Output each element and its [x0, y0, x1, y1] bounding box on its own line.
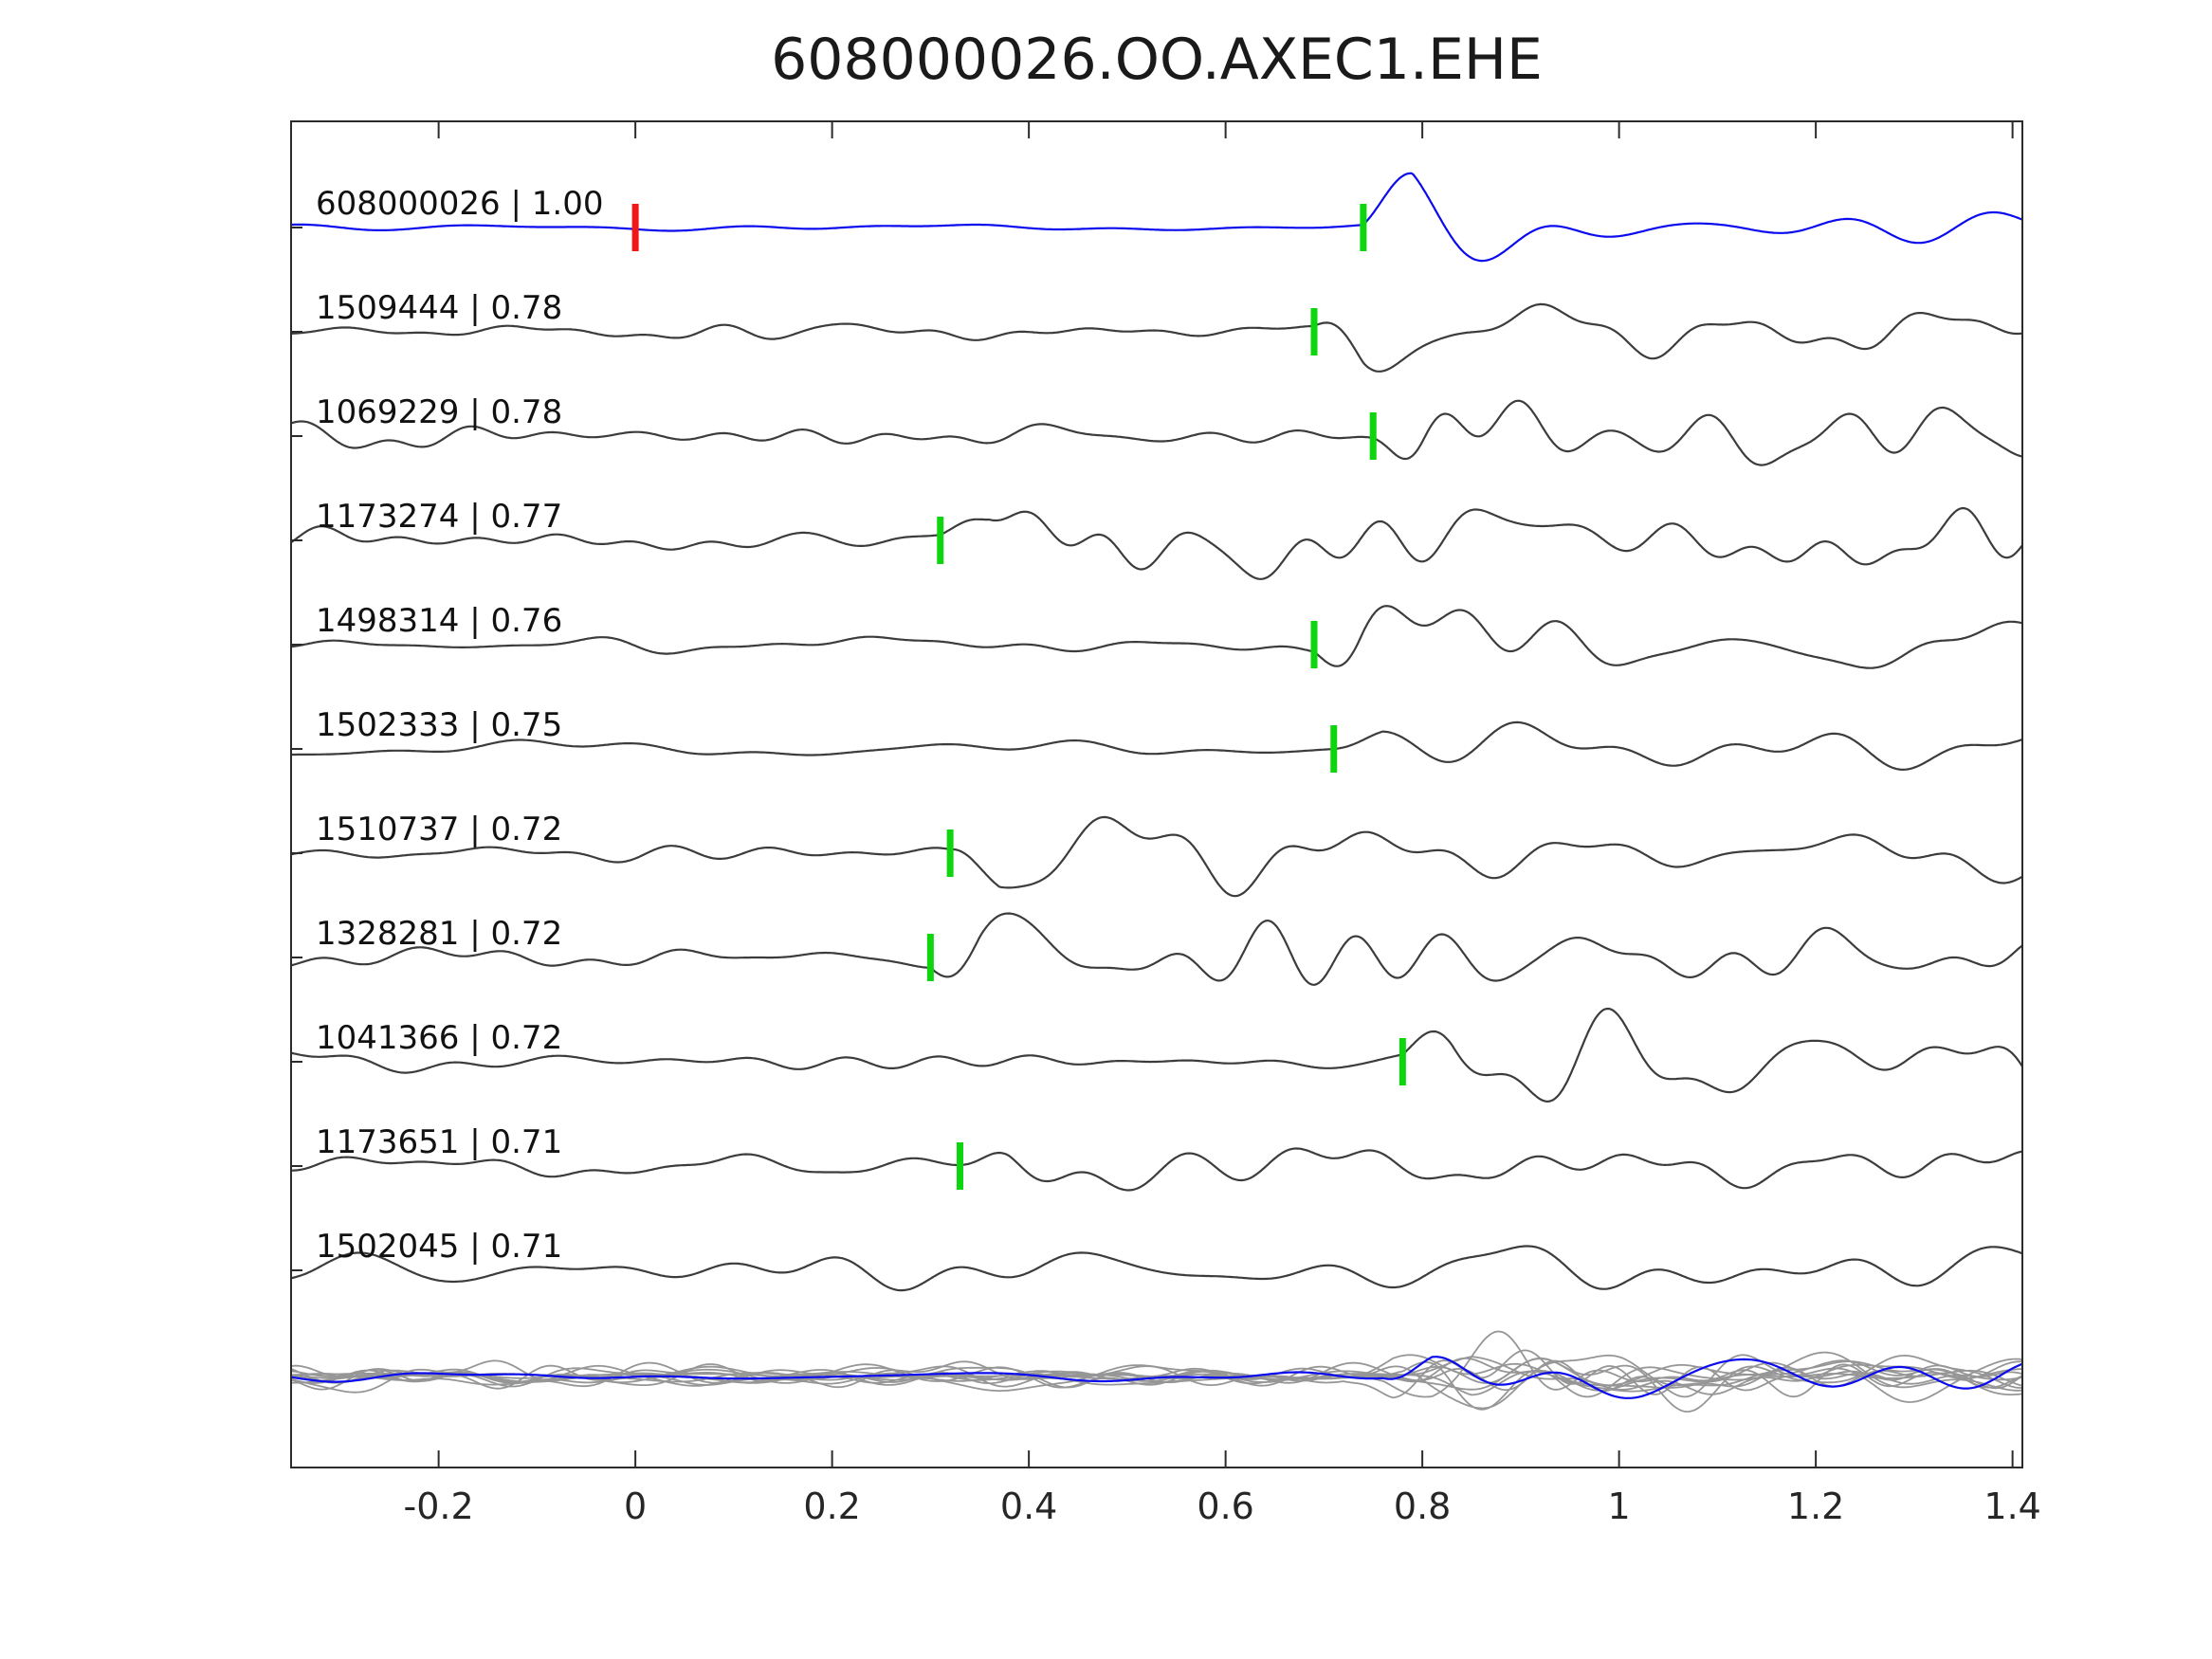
trace-label: 1509444 | 0.78 [316, 289, 562, 327]
waveform-trace [292, 605, 2021, 669]
x-tick-label: 0.4 [1000, 1486, 1057, 1527]
waveform-trace [292, 912, 2021, 986]
trace-label: 1173274 | 0.77 [316, 498, 562, 536]
x-tick-label: -0.2 [404, 1486, 474, 1527]
chart-title: 608000026.OO.AXEC1.EHE [771, 27, 1543, 93]
waveform-trace [292, 506, 2021, 580]
overlay-trace [292, 1351, 2021, 1411]
trace-area [292, 172, 2021, 1413]
waveform-trace [292, 1007, 2021, 1103]
waveform-trace [292, 720, 2021, 771]
waveform-trace [292, 815, 2021, 898]
x-tick-label: 0.2 [803, 1486, 860, 1527]
trace-label: 1502045 | 0.71 [316, 1228, 562, 1266]
x-tick-label: 0 [624, 1486, 647, 1527]
trace-label: 1510737 | 0.72 [316, 811, 562, 848]
x-tick-label: 0.8 [1394, 1486, 1451, 1527]
plot-frame [290, 120, 2023, 1468]
waveform-trace [292, 399, 2021, 466]
trace-label: 1328281 | 0.72 [316, 915, 562, 953]
x-tick-label: 1 [1608, 1486, 1631, 1527]
overlay-master-trace [292, 1356, 2021, 1399]
trace-label: 1498314 | 0.76 [316, 602, 562, 640]
waveform-trace [292, 1245, 2021, 1292]
master-waveform-trace [292, 172, 2021, 263]
x-tick-label: 0.6 [1197, 1486, 1253, 1527]
waveform-trace [292, 1147, 2021, 1192]
x-tick-label: 1.4 [1983, 1486, 2040, 1527]
trace-label: 1041366 | 0.72 [316, 1019, 562, 1057]
trace-label: 608000026 | 1.00 [316, 185, 603, 223]
waveform-trace [292, 302, 2021, 373]
trace-label: 1173651 | 0.71 [316, 1123, 562, 1161]
x-tick-label: 1.2 [1787, 1486, 1844, 1527]
trace-label: 1502333 | 0.75 [316, 706, 562, 744]
trace-label: 1069229 | 0.78 [316, 393, 562, 431]
